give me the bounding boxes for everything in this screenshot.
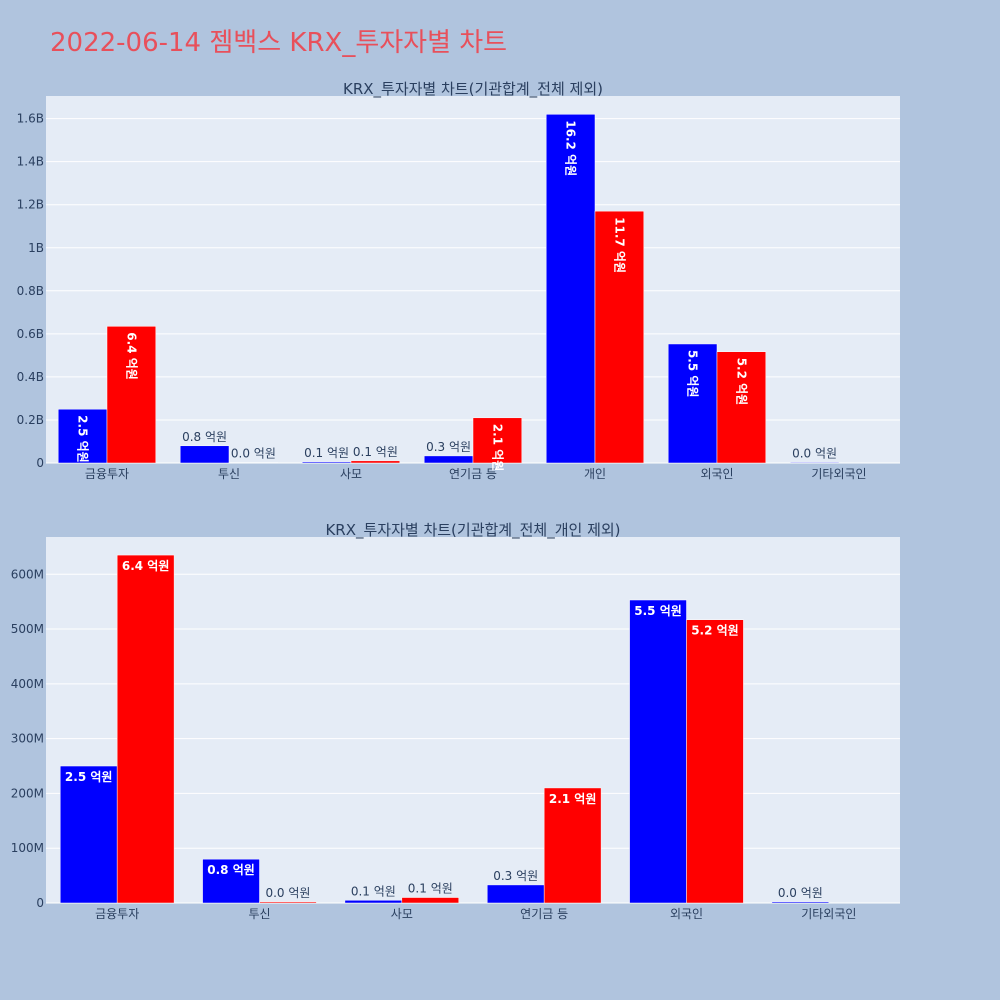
x-tick-label: 투신: [218, 467, 240, 481]
bar-sell: [543, 787, 602, 904]
data-label: 6.4 억원: [124, 332, 138, 380]
y-tick-label: 0.4B: [17, 370, 44, 384]
x-tick-label: 개인: [584, 467, 606, 481]
y-tick-label: 400M: [11, 677, 44, 691]
data-label: 5.2 억원: [734, 358, 748, 406]
data-label: 0.8 억원: [207, 863, 255, 877]
bar-buy: [667, 343, 718, 464]
x-tick-label: 외국인: [670, 907, 703, 921]
data-label: 5.5 억원: [686, 350, 700, 398]
chart-investor-all: 0 0.2B 0.4B 0.6B 0.8B 1B 1.2B 1.4B 1.6B 금융투자 2.5 억…: [17, 80, 900, 481]
y-tick-label: 1.6B: [17, 112, 44, 126]
bar-buy: [57, 408, 108, 464]
bar-sell: [686, 619, 744, 904]
y-tick-label: 0.6B: [17, 327, 44, 341]
data-label: 6.4 억원: [122, 559, 170, 573]
x-tick-label: 사모: [340, 467, 362, 481]
y-tick-label: 0.2B: [17, 413, 44, 427]
y-tick-label: 200M: [11, 786, 44, 800]
data-label: 16.2 억원: [564, 120, 578, 176]
bar-buy: [301, 461, 352, 464]
data-label: 0.3 억원: [426, 440, 471, 454]
x-tick-label: 기타외국인: [801, 907, 856, 921]
x-tick-label: 금융투자: [85, 467, 129, 481]
bar-buy: [789, 462, 840, 464]
data-label: 5.5 억원: [634, 604, 682, 618]
chart-title: KRX_투자자별 차트(기관합계_전체 제외): [343, 80, 603, 99]
data-label: 0.0 억원: [265, 886, 310, 900]
y-tick-label: 1B: [28, 241, 44, 255]
data-label: 0.1 억원: [353, 445, 398, 459]
bar-sell: [401, 897, 460, 904]
bar-sell: [350, 460, 401, 464]
y-tick-label: 1.4B: [17, 155, 44, 169]
y-tick-label: 0.8B: [17, 284, 44, 298]
data-label: 0.0 억원: [778, 886, 823, 900]
x-tick-label: 기타외국인: [811, 467, 866, 481]
y-tick-label: 300M: [11, 732, 44, 746]
y-tick-label: 600M: [11, 567, 44, 581]
data-label: 11.7 억원: [612, 217, 626, 273]
x-tick-label: 연기금 등: [449, 467, 497, 481]
plot-area: [46, 537, 900, 903]
x-tick-label: 외국인: [700, 467, 733, 481]
bar-buy: [59, 765, 118, 904]
data-label: 2.1 억원: [490, 424, 504, 472]
page-title: 2022-06-14 젬백스 KRX_투자자별 차트: [50, 28, 508, 58]
data-label: 2.1 억원: [549, 792, 597, 806]
bar-buy: [179, 445, 230, 464]
data-label: 2.5 억원: [76, 415, 90, 463]
x-tick-label: 금융투자: [95, 907, 139, 921]
x-tick-label: 투신: [248, 907, 270, 921]
bar-buy: [629, 599, 687, 904]
bar-buy: [486, 884, 545, 904]
y-tick-label: 0: [36, 456, 44, 470]
x-tick-label: 사모: [391, 907, 413, 921]
data-label: 2.5 억원: [65, 770, 113, 784]
y-tick-label: 0: [36, 896, 44, 910]
data-label: 0.1 억원: [408, 882, 453, 896]
data-label: 0.1 억원: [351, 884, 396, 898]
bar-buy: [344, 900, 403, 904]
chart-investor-excl-individual: 0 100M 200M 300M 400M 500M 600M 금융투자 2.5 억원 6.4 억…: [11, 521, 900, 921]
bar-buy: [423, 455, 474, 464]
bar-sell: [259, 901, 317, 904]
bar-buy: [202, 858, 260, 904]
bar-sell: [594, 210, 645, 464]
y-tick-label: 100M: [11, 841, 44, 855]
y-tick-label: 500M: [11, 622, 44, 636]
bar-sell: [116, 554, 175, 904]
x-tick-label: 연기금 등: [520, 907, 568, 921]
y-tick-label: 1.2B: [17, 198, 44, 212]
plot-area: [46, 96, 900, 463]
data-label: 0.8 억원: [182, 430, 227, 444]
bar-sell: [716, 351, 767, 464]
bar-sell: [472, 417, 523, 464]
data-label: 0.0 억원: [792, 446, 837, 460]
data-label: 0.3 억원: [493, 869, 538, 883]
data-label: 0.0 억원: [231, 447, 276, 461]
chart-title: KRX_투자자별 차트(기관합계_전체_개인 제외): [325, 521, 620, 540]
data-label: 0.1 억원: [304, 446, 349, 460]
bar-sell: [106, 326, 157, 464]
bar-buy: [771, 901, 830, 904]
data-label: 5.2 억원: [691, 624, 739, 638]
bar-buy: [545, 114, 596, 464]
